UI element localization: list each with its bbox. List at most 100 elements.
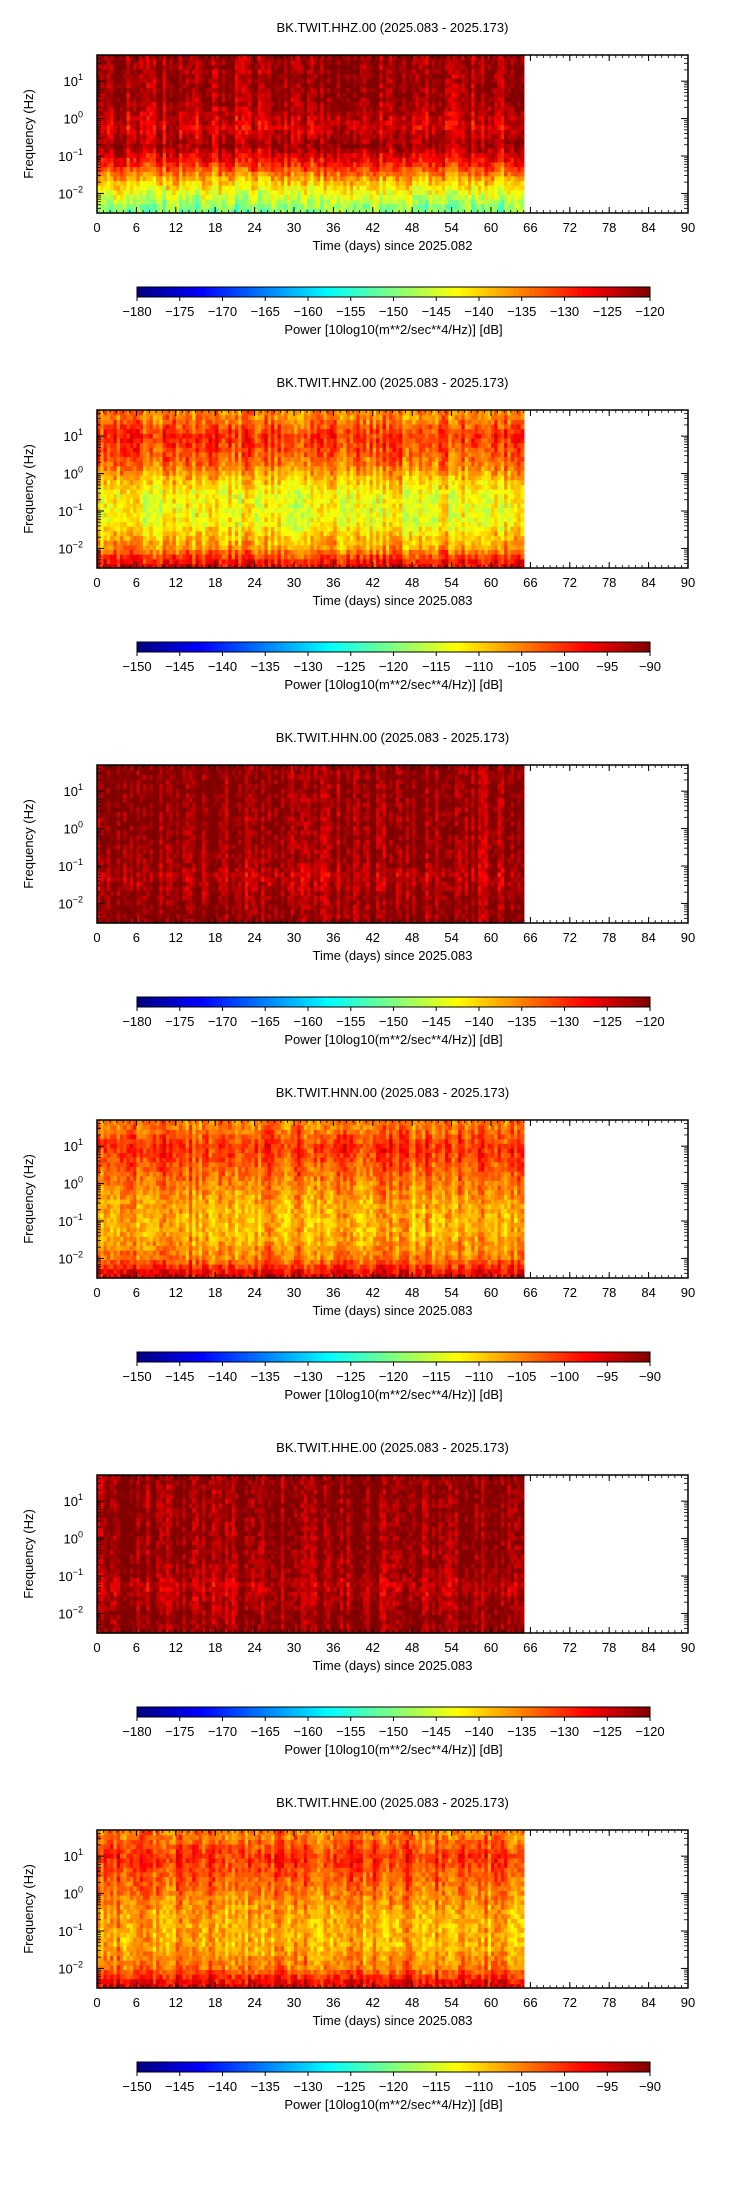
colorbar-tick-label: −175 <box>165 304 194 319</box>
colorbar-tick-label: −145 <box>165 2079 194 2094</box>
y-tick-label: 100 <box>64 1885 83 1902</box>
x-tick-label: 84 <box>641 1995 655 2010</box>
x-tick-label: 84 <box>641 1640 655 1655</box>
chart-title: BK.TWIT.HHE.00 (2025.083 - 2025.173) <box>276 1440 509 1455</box>
spectrogram-image <box>97 1120 525 1279</box>
y-axis: 101 100 10−1 10−2 <box>58 54 688 214</box>
colorbar-tick-label: −125 <box>336 1369 365 1384</box>
x-tick-label: 48 <box>405 575 419 590</box>
y-axis: 101 100 10−1 10−2 <box>58 1119 688 1279</box>
colorbar-tick-label: −125 <box>593 1014 622 1029</box>
y-tick-label: 101 <box>64 427 83 444</box>
spectrogram-panel: BK.TWIT.HHN.00 (2025.083 - 2025.173) 0 6 12… <box>0 710 750 1065</box>
spectrogram-svg: BK.TWIT.HNE.00 (2025.083 - 2025.173) 0 6 12… <box>21 1795 695 2112</box>
y-tick-label: 10−2 <box>58 539 83 556</box>
colorbar-tick-label: −90 <box>639 659 661 674</box>
colorbar-tick-label: −130 <box>293 1369 322 1384</box>
x-tick-label: 90 <box>681 1640 695 1655</box>
x-tick-label: 24 <box>247 220 261 235</box>
y-tick-label: 101 <box>64 782 83 799</box>
x-axis-label: Time (days) since 2025.083 <box>313 2013 473 2028</box>
x-tick-label: 30 <box>287 575 301 590</box>
colorbar-tick-label: −130 <box>293 659 322 674</box>
x-tick-label: 6 <box>133 1285 140 1300</box>
spectrogram-svg: BK.TWIT.HNN.00 (2025.083 - 2025.173) 0 6 12… <box>21 1085 695 1402</box>
x-tick-label: 42 <box>366 1285 380 1300</box>
x-tick-label: 66 <box>523 575 537 590</box>
x-tick-label: 12 <box>169 1995 183 2010</box>
x-tick-label: 72 <box>563 575 577 590</box>
colorbar-tick-label: −165 <box>251 1724 280 1739</box>
colorbar-tick-label: −135 <box>507 304 536 319</box>
spectrogram-image <box>97 1475 525 1634</box>
x-tick-label: 48 <box>405 1285 419 1300</box>
y-tick-label: 10−2 <box>58 184 83 201</box>
colorbar-tick-label: −135 <box>507 1014 536 1029</box>
colorbar-tick-label: −115 <box>422 659 450 674</box>
x-tick-label: 30 <box>287 220 301 235</box>
spectrogram-svg: BK.TWIT.HHZ.00 (2025.083 - 2025.173) 0 6 12… <box>21 20 695 337</box>
colorbar-tick-label: −105 <box>507 659 536 674</box>
colorbar-tick-label: −130 <box>550 304 579 319</box>
colorbar-tick-label: −145 <box>165 659 194 674</box>
colorbar-tick-label: −175 <box>165 1014 194 1029</box>
x-tick-label: 54 <box>444 1995 458 2010</box>
colorbar-tick-label: −100 <box>550 1369 579 1384</box>
x-tick-label: 60 <box>484 1640 498 1655</box>
x-tick-label: 24 <box>247 1285 261 1300</box>
x-tick-label: 12 <box>169 575 183 590</box>
y-tick-label: 100 <box>64 465 83 482</box>
chart-title: BK.TWIT.HHZ.00 (2025.083 - 2025.173) <box>277 20 509 35</box>
colorbar: −180 −175 −170 −165 −160 −155 −150 −145 −140 −135… <box>122 286 665 337</box>
x-tick-label: 30 <box>287 930 301 945</box>
colorbar-tick-label: −165 <box>251 304 280 319</box>
x-tick-label: 48 <box>405 1640 419 1655</box>
x-tick-label: 18 <box>208 1995 222 2010</box>
colorbar-tick-label: −140 <box>464 1724 493 1739</box>
x-tick-label: 0 <box>93 1995 100 2010</box>
x-tick-label: 84 <box>641 930 655 945</box>
colorbar-tick-label: −120 <box>635 1724 664 1739</box>
x-tick-label: 36 <box>326 1285 340 1300</box>
colorbar-tick-label: −165 <box>251 1014 280 1029</box>
y-axis: 101 100 10−1 10−2 <box>58 1829 688 1989</box>
colorbar: −150 −145 −140 −135 −130 −125 −120 −115 −110 −105… <box>122 2061 661 2112</box>
colorbar-tick-label: −150 <box>379 304 408 319</box>
colorbar-tick-label: −140 <box>208 1369 237 1384</box>
colorbar-tick-label: −150 <box>379 1724 408 1739</box>
colorbar-tick-label: −150 <box>122 659 151 674</box>
colorbar-tick-label: −175 <box>165 1724 194 1739</box>
y-tick-label: 10−1 <box>58 1212 83 1229</box>
chart-title: BK.TWIT.HNN.00 (2025.083 - 2025.173) <box>276 1085 509 1100</box>
x-axis: 0 6 12 18 24 30 36 42 48 54 60 66 72 78 84 90 <box>93 1475 695 1655</box>
spectrogram-svg: BK.TWIT.HHN.00 (2025.083 - 2025.173) 0 6 12… <box>21 730 695 1047</box>
x-axis: 0 6 12 18 24 30 36 42 48 54 60 66 72 78 84 90 <box>93 55 695 235</box>
y-axis-label: Frequency (Hz) <box>21 799 36 889</box>
x-tick-label: 54 <box>444 575 458 590</box>
colorbar-tick-label: −140 <box>208 2079 237 2094</box>
x-tick-label: 66 <box>523 1995 537 2010</box>
x-tick-label: 60 <box>484 930 498 945</box>
chart-title: BK.TWIT.HNE.00 (2025.083 - 2025.173) <box>276 1795 509 1810</box>
colorbar-tick-label: −105 <box>507 1369 536 1384</box>
colorbar-tick-label: −125 <box>593 304 622 319</box>
colorbar-label: Power [10log10(m**2/sec**4/Hz)] [dB] <box>284 2097 502 2112</box>
x-tick-label: 12 <box>169 1640 183 1655</box>
spectrogram-image <box>97 1830 525 1989</box>
y-tick-label: 101 <box>64 1137 83 1154</box>
colorbar-tick-label: −120 <box>635 304 664 319</box>
colorbar-tick-label: −170 <box>208 1014 237 1029</box>
colorbar-tick-label: −110 <box>465 659 493 674</box>
x-tick-label: 72 <box>563 1640 577 1655</box>
colorbar-tick-label: −180 <box>122 1014 151 1029</box>
x-tick-label: 6 <box>133 575 140 590</box>
y-axis-label: Frequency (Hz) <box>21 1154 36 1244</box>
colorbar: −150 −145 −140 −135 −130 −125 −120 −115 −110 −105… <box>122 641 661 692</box>
x-tick-label: 6 <box>133 220 140 235</box>
spectrogram-panel: BK.TWIT.HNE.00 (2025.083 - 2025.173) 0 6 12… <box>0 1775 750 2130</box>
x-axis: 0 6 12 18 24 30 36 42 48 54 60 66 72 78 84 90 <box>93 410 695 590</box>
colorbar-tick-label: −150 <box>122 2079 151 2094</box>
colorbar-tick-label: −100 <box>550 659 579 674</box>
x-tick-label: 60 <box>484 220 498 235</box>
x-tick-label: 24 <box>247 930 261 945</box>
